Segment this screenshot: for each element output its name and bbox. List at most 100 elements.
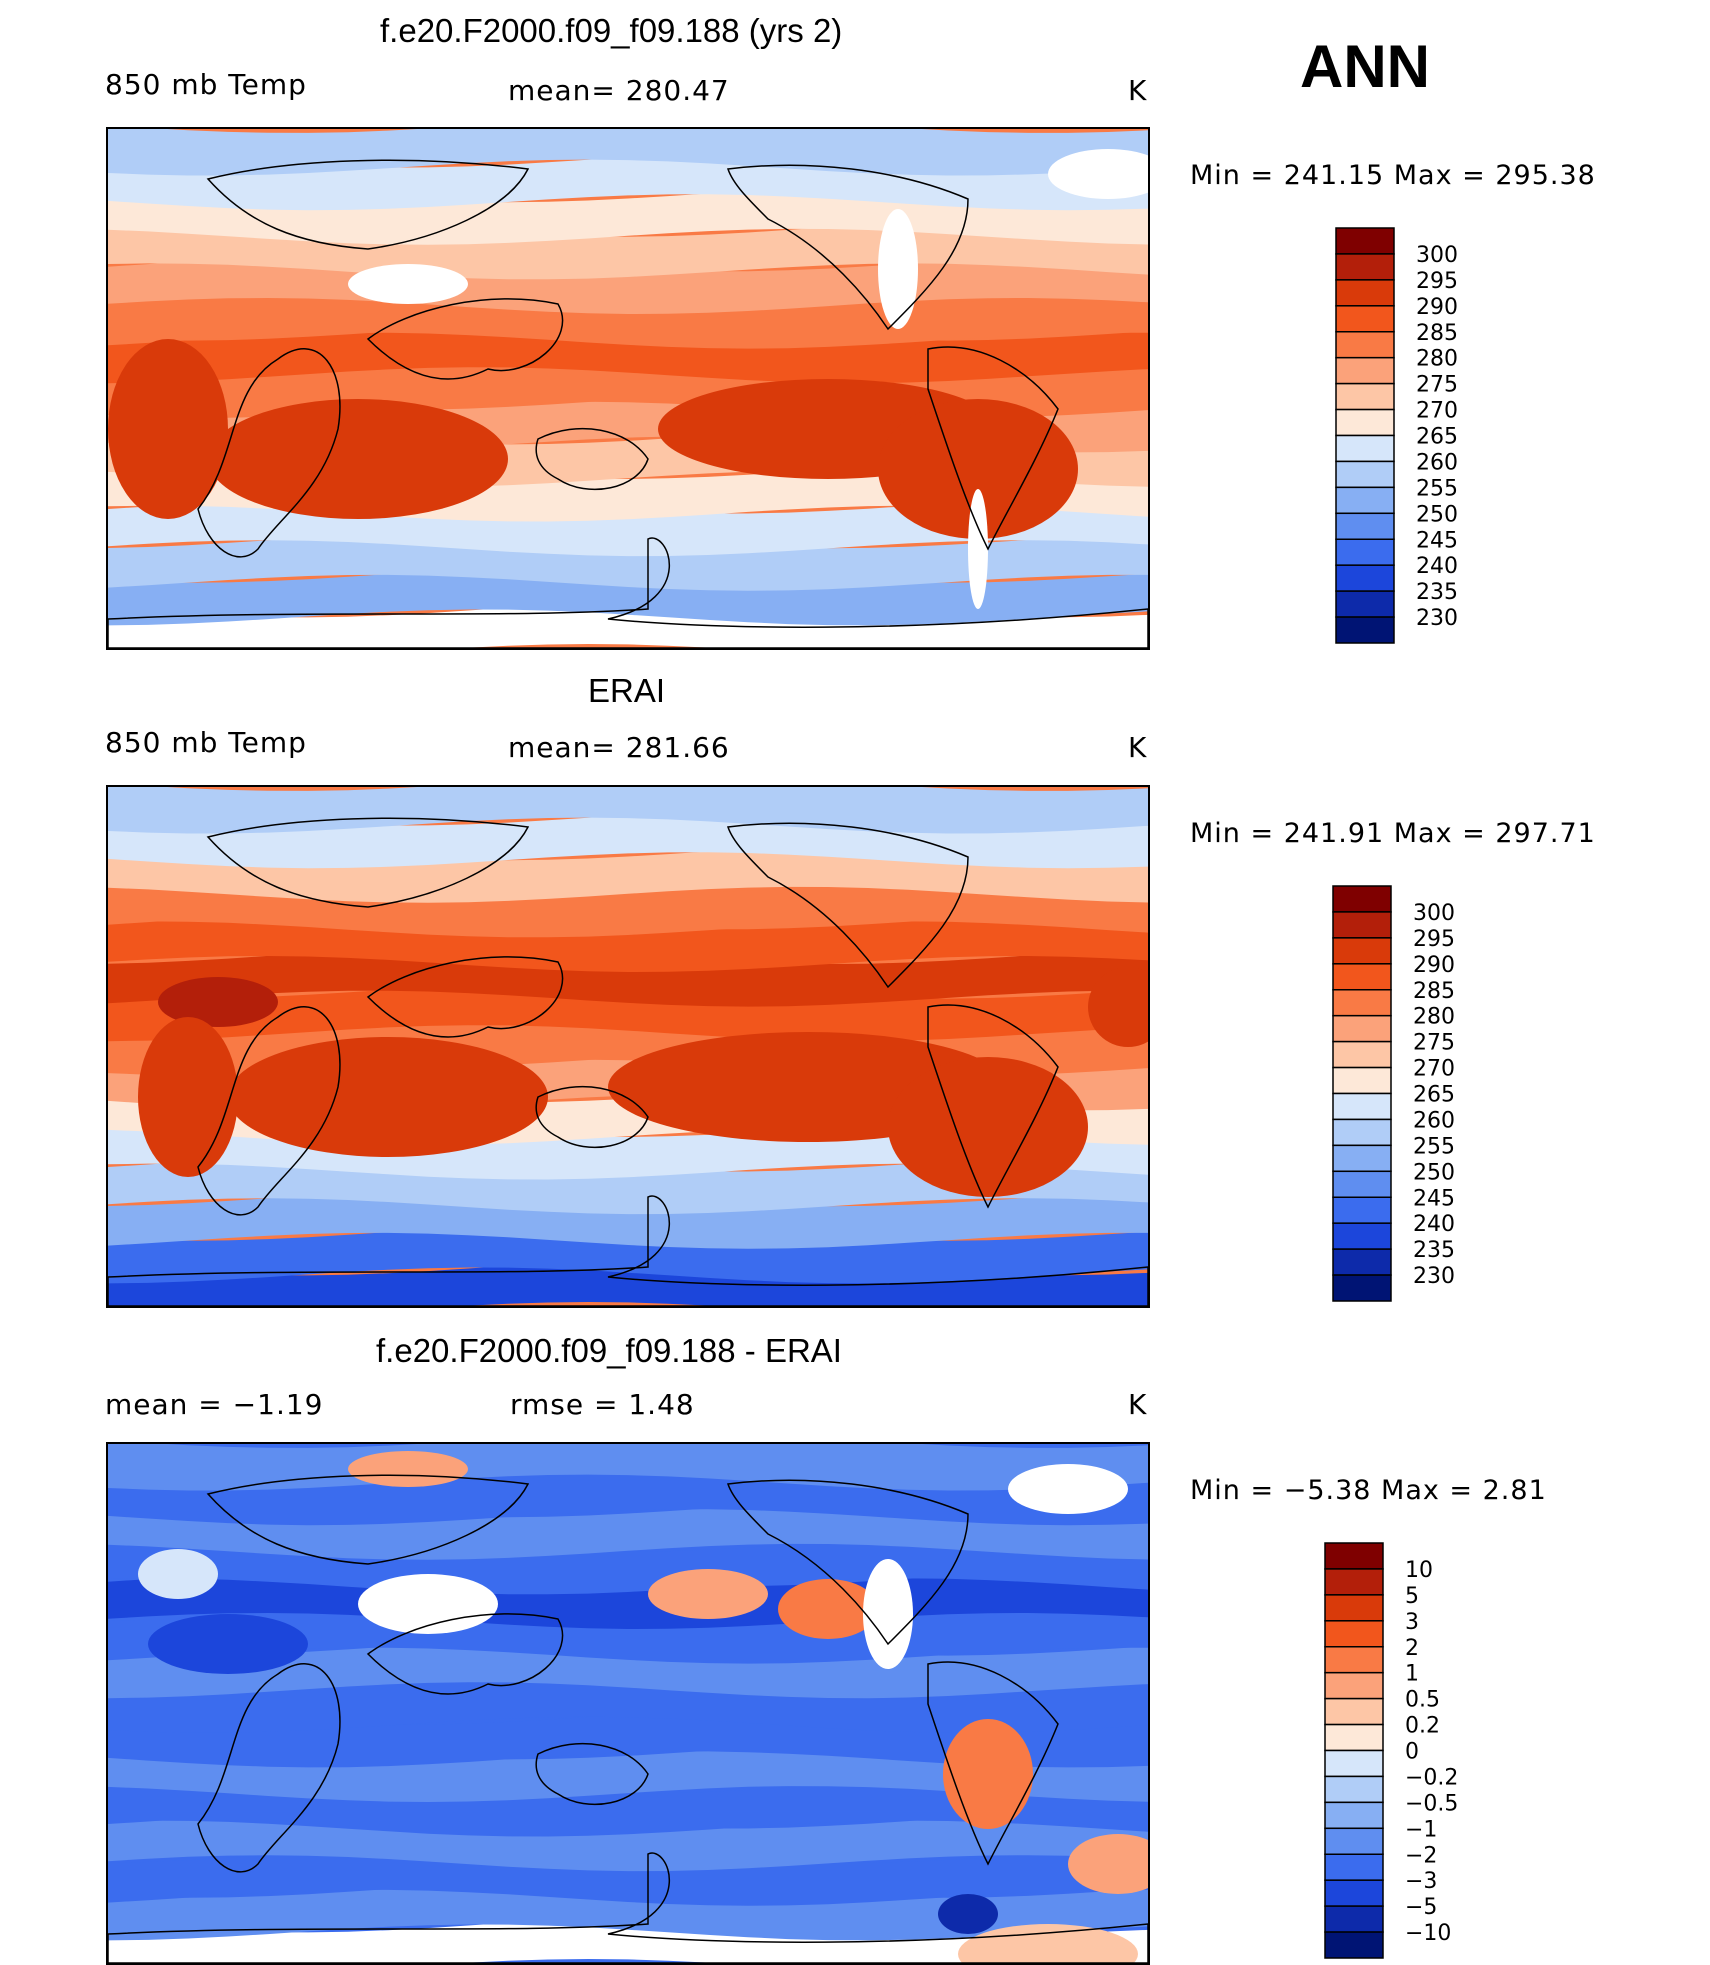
colorbar-tick-label: 280 bbox=[1416, 347, 1458, 372]
colorbar-box bbox=[1332, 1040, 1392, 1069]
colorbar-box bbox=[1335, 279, 1395, 307]
field-contour-region bbox=[958, 1924, 1138, 1963]
colorbar-box bbox=[1324, 1749, 1384, 1778]
field-contour-band bbox=[108, 1224, 1148, 1284]
field-contour-band bbox=[108, 566, 1148, 626]
field-contour-band bbox=[108, 1190, 1148, 1249]
colorbar-box bbox=[1332, 885, 1392, 913]
panel-diff-field bbox=[108, 1444, 1148, 1963]
panel-obs-mean-label: mean= 281.66 bbox=[508, 731, 730, 764]
colorbar-box bbox=[1335, 538, 1395, 566]
colorbar-tick-label: 295 bbox=[1416, 269, 1458, 294]
coastline bbox=[726, 1479, 969, 1646]
coastline bbox=[206, 159, 530, 250]
panel-model-units-label: K bbox=[1128, 74, 1148, 107]
colorbar-box bbox=[1335, 331, 1395, 359]
field-contour-region bbox=[1048, 149, 1148, 199]
coastline bbox=[197, 348, 341, 558]
field-contour-region bbox=[888, 1057, 1088, 1197]
colorbar-tick-label: −0.5 bbox=[1405, 1791, 1458, 1816]
field-contour-region bbox=[138, 1549, 218, 1599]
colorbar-box bbox=[1332, 1170, 1392, 1198]
colorbar-tick-label: 270 bbox=[1416, 399, 1458, 424]
colorbar-tick-label: 1 bbox=[1405, 1662, 1419, 1687]
colorbar-tick-label: 265 bbox=[1416, 425, 1458, 450]
panel-model-map bbox=[106, 127, 1150, 650]
colorbar-box bbox=[1324, 1671, 1384, 1700]
colorbar-tick-label: 5 bbox=[1405, 1584, 1419, 1609]
colorbar-tick-label: 260 bbox=[1416, 450, 1458, 475]
colorbar-box bbox=[1332, 937, 1392, 965]
field-contour-region bbox=[1008, 1464, 1128, 1514]
colorbar-box bbox=[1332, 1014, 1392, 1043]
panel-obs-variable-label: 850 mb Temp bbox=[105, 726, 307, 759]
panel-obs-map bbox=[106, 785, 1150, 1308]
field-contour-region bbox=[878, 399, 1078, 539]
colorbar-box bbox=[1332, 911, 1392, 939]
panel-model-min-max: Min = 241.15 Max = 295.38 bbox=[1190, 160, 1596, 191]
coastline bbox=[927, 1661, 1059, 1866]
season-label: ANN bbox=[1300, 33, 1430, 100]
colorbar-box bbox=[1332, 1222, 1392, 1250]
coastline bbox=[927, 346, 1059, 551]
coastline bbox=[108, 1195, 1148, 1306]
colorbar-tick-label: 245 bbox=[1413, 1186, 1455, 1211]
colorbar-tick-label: 10 bbox=[1405, 1558, 1433, 1583]
panel-model-title: f.e20.F2000.f09_f09.188 (yrs 2) bbox=[380, 12, 843, 49]
colorbar-box bbox=[1324, 1853, 1384, 1881]
field-contour-band bbox=[108, 290, 1148, 349]
colorbar-box bbox=[1332, 1092, 1392, 1121]
field-contour-region bbox=[938, 1894, 998, 1934]
colorbar-tick-label: 240 bbox=[1413, 1212, 1455, 1237]
colorbar-box bbox=[1332, 1144, 1392, 1173]
coastline bbox=[535, 427, 649, 491]
colorbar-box bbox=[1332, 989, 1392, 1017]
colorbar-tick-label: 280 bbox=[1413, 1005, 1455, 1030]
colorbar-tick-label: 245 bbox=[1416, 528, 1458, 553]
panel-diff-units-label: K bbox=[1128, 1388, 1148, 1421]
panel-obs-colorbar: 300 295 290 285 280 275 270 265 260 255 250 245 240 2… bbox=[1332, 885, 1493, 1302]
colorbar-tick-label: −3 bbox=[1405, 1869, 1437, 1894]
colorbar-box bbox=[1324, 1697, 1384, 1726]
panel-diff-min-max: Min = −5.38 Max = 2.81 bbox=[1190, 1475, 1547, 1506]
coastline bbox=[197, 1663, 341, 1873]
colorbar-box bbox=[1324, 1542, 1384, 1570]
field-contour-region bbox=[648, 1569, 768, 1619]
colorbar-box bbox=[1335, 382, 1395, 411]
field-contour-region bbox=[968, 489, 988, 609]
colorbar-box bbox=[1332, 1118, 1392, 1147]
panel-obs-min-max: Min = 241.91 Max = 297.71 bbox=[1190, 818, 1596, 849]
colorbar-box bbox=[1335, 616, 1395, 644]
field-contour-band bbox=[108, 532, 1148, 591]
panel-model-colorbar-svg: 3002952902852802752702652602552502452402… bbox=[1335, 227, 1458, 644]
coastline bbox=[535, 1742, 649, 1806]
colorbar-tick-label: −1 bbox=[1405, 1817, 1437, 1842]
colorbar-box bbox=[1324, 1723, 1384, 1752]
colorbar-box bbox=[1335, 408, 1395, 437]
colorbar-tick-label: −0.2 bbox=[1405, 1765, 1458, 1790]
colorbar-tick-label: 235 bbox=[1413, 1238, 1455, 1263]
colorbar-box bbox=[1335, 227, 1395, 255]
panel-obs-title: ERAI bbox=[588, 672, 666, 709]
colorbar-tick-label: 250 bbox=[1416, 502, 1458, 527]
colorbar-box bbox=[1335, 564, 1395, 592]
field-contour-region bbox=[878, 209, 918, 329]
colorbar-box bbox=[1332, 963, 1392, 991]
colorbar-tick-label: 270 bbox=[1413, 1057, 1455, 1082]
field-contour-band bbox=[108, 1881, 1148, 1941]
colorbar-box bbox=[1332, 1066, 1392, 1095]
panel-diff-rmse-label: rmse = 1.48 bbox=[510, 1388, 695, 1421]
colorbar-box bbox=[1324, 1620, 1384, 1648]
colorbar-tick-label: 285 bbox=[1413, 979, 1455, 1004]
colorbar-box bbox=[1332, 1274, 1392, 1302]
colorbar-tick-label: 235 bbox=[1416, 580, 1458, 605]
colorbar-tick-label: 230 bbox=[1413, 1264, 1455, 1289]
panel-diff-title: f.e20.F2000.f09_f09.188 - ERAI bbox=[376, 1332, 842, 1369]
colorbar-tick-label: 300 bbox=[1413, 901, 1455, 926]
field-contour-region bbox=[863, 1559, 913, 1669]
colorbar-box bbox=[1332, 1248, 1392, 1276]
coastline bbox=[366, 1613, 564, 1695]
panel-diff-colorbar: 10 5 3 2 1 0.5 0.2 0 −0.2 −0.5 −1 −2 −3 −5 −10 bbox=[1324, 1542, 1485, 1959]
colorbar-tick-label: 285 bbox=[1416, 321, 1458, 346]
